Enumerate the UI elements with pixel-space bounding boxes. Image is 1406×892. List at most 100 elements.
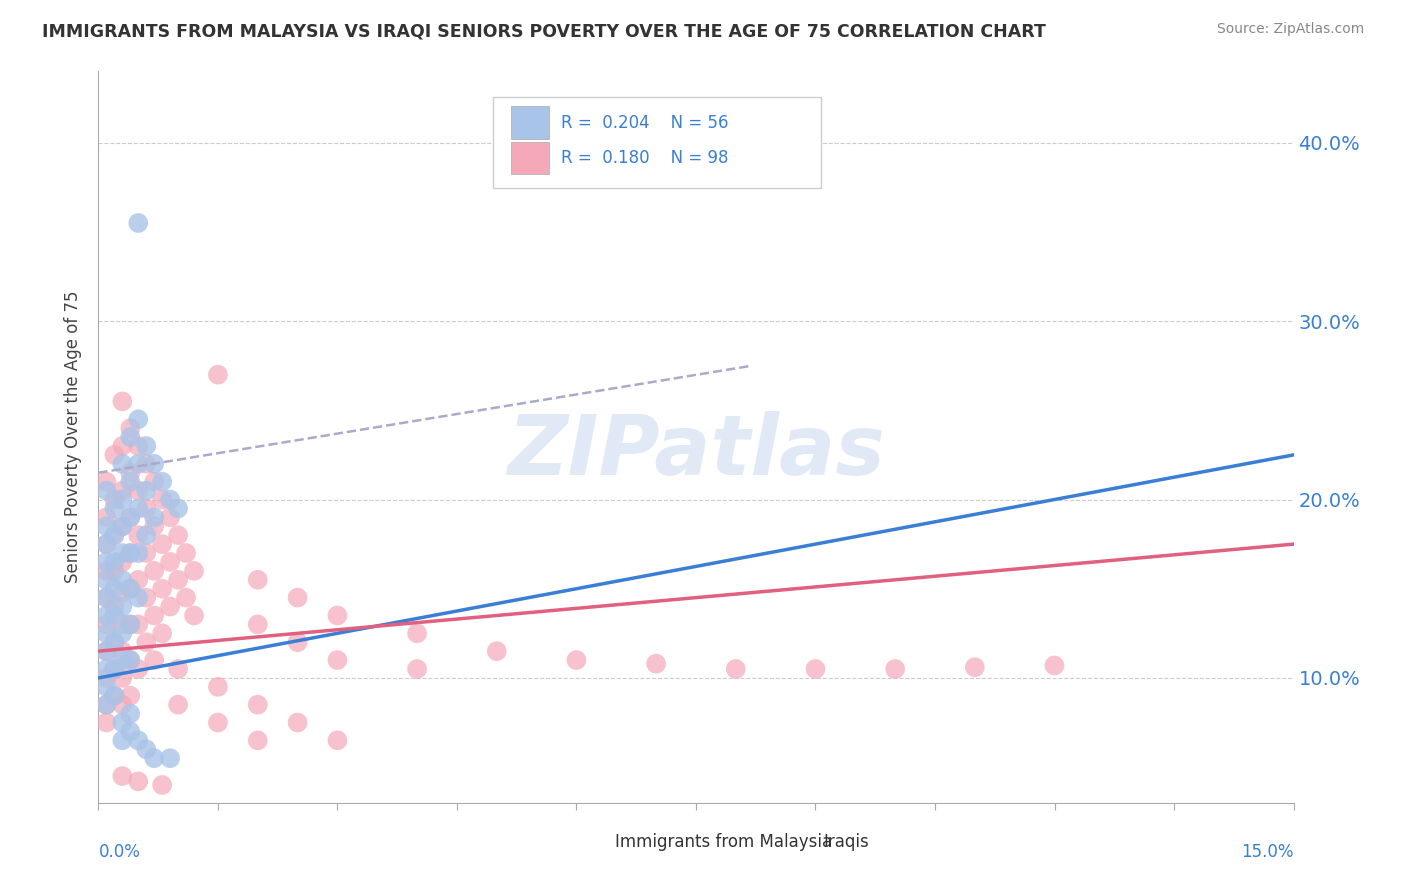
- Point: [804, 662, 827, 676]
- Text: IMMIGRANTS FROM MALAYSIA VS IRAQI SENIORS POVERTY OVER THE AGE OF 75 CORRELATION: IMMIGRANTS FROM MALAYSIA VS IRAQI SENIOR…: [42, 22, 1046, 40]
- Point: [287, 635, 309, 649]
- Point: [326, 733, 349, 747]
- Point: [111, 492, 134, 507]
- Point: [96, 591, 118, 605]
- Point: [111, 519, 134, 533]
- Point: [120, 617, 142, 632]
- Point: [127, 573, 149, 587]
- Point: [96, 573, 118, 587]
- Point: [103, 528, 125, 542]
- Point: [103, 528, 125, 542]
- FancyBboxPatch shape: [783, 830, 814, 854]
- Text: ZIPatlas: ZIPatlas: [508, 411, 884, 492]
- Point: [111, 617, 134, 632]
- Point: [406, 626, 429, 640]
- Point: [183, 608, 205, 623]
- Point: [111, 394, 134, 409]
- Point: [963, 660, 986, 674]
- Point: [120, 421, 142, 435]
- Point: [96, 644, 118, 658]
- Point: [111, 698, 134, 712]
- Point: [103, 492, 125, 507]
- Point: [135, 528, 157, 542]
- Text: 15.0%: 15.0%: [1241, 843, 1294, 861]
- Point: [120, 582, 142, 596]
- Point: [103, 448, 125, 462]
- Point: [167, 573, 190, 587]
- Point: [143, 475, 166, 489]
- Point: [287, 715, 309, 730]
- Point: [1043, 658, 1066, 673]
- Point: [135, 439, 157, 453]
- Point: [127, 501, 149, 516]
- Point: [120, 689, 142, 703]
- Point: [135, 457, 157, 471]
- Point: [96, 537, 118, 551]
- Point: [645, 657, 668, 671]
- Point: [111, 483, 134, 498]
- Text: R =  0.204    N = 56: R = 0.204 N = 56: [561, 113, 728, 131]
- FancyBboxPatch shape: [494, 97, 821, 188]
- FancyBboxPatch shape: [574, 830, 605, 854]
- Point: [135, 591, 157, 605]
- Point: [150, 626, 173, 640]
- Point: [120, 546, 142, 560]
- Point: [143, 510, 166, 524]
- Point: [111, 555, 134, 569]
- Point: [167, 662, 190, 676]
- Point: [167, 501, 190, 516]
- Point: [120, 724, 142, 739]
- Point: [120, 510, 142, 524]
- Point: [96, 698, 118, 712]
- Point: [103, 662, 125, 676]
- Point: [135, 483, 157, 498]
- Point: [111, 585, 134, 599]
- Point: [159, 599, 181, 614]
- Point: [96, 608, 118, 623]
- Point: [127, 591, 149, 605]
- Point: [150, 475, 173, 489]
- Point: [135, 635, 157, 649]
- Point: [143, 564, 166, 578]
- Point: [127, 483, 149, 498]
- Text: R =  0.180    N = 98: R = 0.180 N = 98: [561, 149, 728, 167]
- Text: 0.0%: 0.0%: [98, 843, 141, 861]
- Point: [111, 519, 134, 533]
- Point: [111, 769, 134, 783]
- Point: [120, 653, 142, 667]
- Point: [103, 582, 125, 596]
- Point: [103, 501, 125, 516]
- Point: [246, 573, 269, 587]
- Point: [120, 617, 142, 632]
- Y-axis label: Seniors Poverty Over the Age of 75: Seniors Poverty Over the Age of 75: [65, 291, 83, 583]
- Point: [127, 457, 149, 471]
- Point: [111, 599, 134, 614]
- Point: [485, 644, 508, 658]
- Point: [127, 662, 149, 676]
- Point: [174, 546, 197, 560]
- Point: [96, 591, 118, 605]
- Text: Source: ZipAtlas.com: Source: ZipAtlas.com: [1216, 22, 1364, 37]
- Point: [326, 608, 349, 623]
- Point: [207, 680, 229, 694]
- Point: [103, 689, 125, 703]
- FancyBboxPatch shape: [510, 142, 548, 174]
- Point: [111, 546, 134, 560]
- Point: [111, 626, 134, 640]
- Point: [120, 706, 142, 721]
- Point: [120, 466, 142, 480]
- Point: [111, 644, 134, 658]
- Point: [120, 510, 142, 524]
- Point: [103, 635, 125, 649]
- Point: [120, 430, 142, 444]
- Point: [167, 528, 190, 542]
- Point: [96, 680, 118, 694]
- Point: [167, 698, 190, 712]
- Point: [406, 662, 429, 676]
- Point: [111, 457, 134, 471]
- Point: [96, 715, 118, 730]
- Point: [724, 662, 747, 676]
- Point: [96, 617, 118, 632]
- Point: [120, 653, 142, 667]
- Point: [96, 537, 118, 551]
